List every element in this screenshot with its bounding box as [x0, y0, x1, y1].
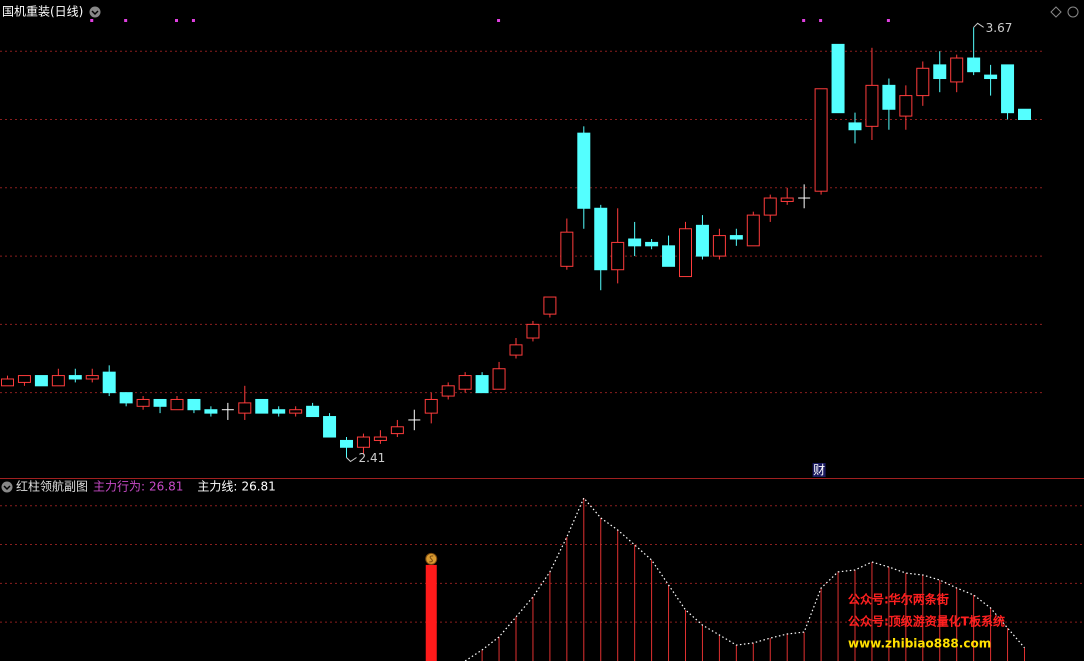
menu-icon[interactable]: [89, 6, 101, 18]
candle-body: [543, 296, 557, 315]
candle-body: [492, 368, 506, 390]
candle-body: [1, 378, 14, 387]
candle-body: [916, 67, 930, 97]
candle-body: [882, 84, 896, 110]
settings-icon[interactable]: [1067, 6, 1079, 18]
watermark: 公众号:华尔两条街: [848, 592, 949, 607]
candle-body: [594, 207, 608, 271]
candle-body: [848, 122, 862, 131]
candle-body: [17, 375, 31, 383]
sub-menu-arrow: [3, 485, 11, 491]
signal-dot: [90, 19, 94, 22]
candle-body: [153, 398, 167, 407]
candle-body: [560, 231, 574, 267]
candle-body: [712, 235, 726, 257]
candle-body: [526, 323, 540, 339]
label-leader: [346, 457, 357, 463]
candle-body: [255, 398, 269, 414]
candle-body: [34, 375, 48, 387]
candle-body: [577, 132, 591, 209]
event-box: [812, 463, 826, 477]
candle-body: [238, 402, 252, 414]
candle-body: [814, 88, 828, 192]
sub-title: 红柱领航副图: [16, 479, 88, 494]
candle-body: [204, 409, 218, 414]
signal-dot: [191, 19, 195, 22]
candle-body: [356, 436, 370, 448]
candle-body: [645, 241, 659, 247]
legend-label: 主力行为:: [93, 480, 145, 494]
candle-body: [85, 375, 99, 380]
candle-body: [119, 392, 133, 404]
candle-body: [373, 436, 387, 441]
candle-body: [272, 409, 286, 414]
sub-menu-icon[interactable]: [1, 481, 13, 493]
candle-body: [68, 375, 82, 380]
signal-dot: [124, 19, 128, 22]
candle-body: [679, 228, 692, 278]
candle-body: [950, 57, 964, 83]
candle-body: [831, 43, 845, 114]
candle-body: [475, 375, 489, 394]
menu-arrow: [91, 10, 99, 16]
diamond-icon[interactable]: [1050, 6, 1062, 18]
legend-value: 26.81: [241, 480, 275, 494]
candle-body: [611, 241, 625, 271]
signal-dot: [175, 19, 178, 22]
candle-body: [865, 84, 879, 127]
line: [464, 496, 1025, 661]
legend-label: 主力线:: [197, 480, 237, 494]
candle-body: [628, 238, 642, 247]
bag-icon-sign: [429, 555, 434, 563]
candle-body: [984, 74, 998, 80]
candle-body: [729, 235, 743, 240]
candle-body: [136, 398, 150, 407]
signal-dot: [802, 19, 806, 22]
signal-dot: [886, 19, 890, 22]
candle-body: [662, 245, 676, 267]
low-label: 2.41: [359, 451, 386, 465]
candle-body: [763, 197, 777, 216]
label-leader: [973, 22, 984, 28]
red-bar: [425, 564, 437, 661]
candle-body: [170, 398, 184, 411]
candle-body: [695, 224, 709, 257]
candle-body: [780, 197, 794, 202]
candle-body: [899, 95, 913, 117]
candle-body: [967, 57, 981, 73]
legend-value: 26.81: [149, 480, 183, 494]
chart-title: 国机重装(日线): [2, 5, 83, 19]
candle-body: [102, 371, 116, 394]
signal-dot: [497, 19, 501, 22]
candle-body: [187, 398, 201, 411]
candle-body: [458, 375, 472, 390]
candle-body: [746, 214, 760, 247]
candle-body: [340, 439, 353, 448]
candle-body: [51, 375, 65, 387]
candle-body: [1018, 108, 1031, 120]
candle-body: [306, 405, 320, 418]
candle-body: [1001, 64, 1015, 114]
event-marker: 财: [813, 463, 825, 477]
signal-dot: [819, 19, 823, 22]
candle-body: [424, 398, 438, 414]
high-label: 3.67: [986, 21, 1013, 35]
candle-body: [390, 426, 404, 435]
watermark: www.zhibiao888.com: [848, 637, 991, 651]
candle-body: [441, 385, 455, 397]
candle-body: [509, 344, 523, 356]
watermark: 公众号:顶级游资量化T板系统: [848, 614, 1005, 629]
candle-body: [933, 64, 947, 80]
candle-body: [323, 416, 337, 438]
candle-body: [289, 409, 303, 414]
